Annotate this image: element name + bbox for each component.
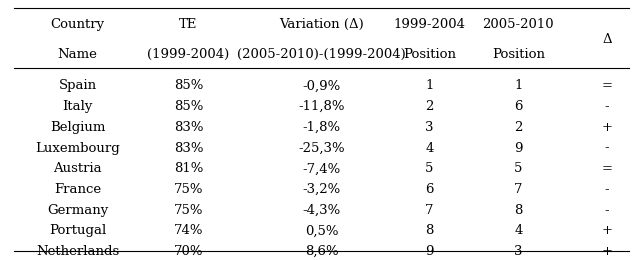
Text: Position: Position (403, 48, 456, 61)
Text: -: - (605, 100, 610, 113)
Text: 7: 7 (514, 183, 522, 196)
Text: 74%: 74% (174, 224, 203, 237)
Text: -: - (605, 142, 610, 155)
Text: 2: 2 (514, 121, 522, 134)
Text: -7,4%: -7,4% (303, 162, 341, 175)
Text: (1999-2004): (1999-2004) (147, 48, 229, 61)
Text: Country: Country (50, 18, 104, 31)
Text: Austria: Austria (53, 162, 102, 175)
Text: 6: 6 (514, 100, 522, 113)
Text: 75%: 75% (174, 183, 203, 196)
Text: 0,5%: 0,5% (305, 224, 338, 237)
Text: 4: 4 (426, 142, 434, 155)
Text: 3: 3 (514, 245, 522, 258)
Text: Portugal: Portugal (49, 224, 106, 237)
Text: -1,8%: -1,8% (303, 121, 341, 134)
Text: +: + (601, 224, 613, 237)
Text: -25,3%: -25,3% (298, 142, 345, 155)
Text: France: France (54, 183, 101, 196)
Text: Spain: Spain (59, 80, 97, 93)
Text: 2005-2010: 2005-2010 (482, 18, 554, 31)
Text: Variation (Δ): Variation (Δ) (279, 18, 364, 31)
Text: (2005-2010)-(1999-2004): (2005-2010)-(1999-2004) (238, 48, 406, 61)
Text: =: = (601, 80, 613, 93)
Text: Italy: Italy (62, 100, 92, 113)
Text: =: = (601, 162, 613, 175)
Text: -3,2%: -3,2% (303, 183, 341, 196)
Text: 6: 6 (426, 183, 434, 196)
Text: Position: Position (492, 48, 545, 61)
Text: 5: 5 (426, 162, 434, 175)
Text: -0,9%: -0,9% (303, 80, 341, 93)
Text: 1: 1 (514, 80, 522, 93)
Text: 8: 8 (426, 224, 434, 237)
Text: Name: Name (57, 48, 97, 61)
Text: Δ: Δ (602, 33, 612, 46)
Text: -: - (605, 183, 610, 196)
Text: +: + (601, 121, 613, 134)
Text: 9: 9 (514, 142, 522, 155)
Text: 83%: 83% (174, 142, 203, 155)
Text: 1999-2004: 1999-2004 (394, 18, 466, 31)
Text: 85%: 85% (174, 100, 203, 113)
Text: Luxembourg: Luxembourg (35, 142, 120, 155)
Text: 85%: 85% (174, 80, 203, 93)
Text: TE: TE (179, 18, 197, 31)
Text: 2: 2 (426, 100, 434, 113)
Text: +: + (601, 245, 613, 258)
Text: Germany: Germany (47, 204, 108, 217)
Text: 8: 8 (514, 204, 522, 217)
Text: 3: 3 (426, 121, 434, 134)
Text: 7: 7 (426, 204, 434, 217)
Text: -4,3%: -4,3% (303, 204, 341, 217)
Text: 75%: 75% (174, 204, 203, 217)
Text: 9: 9 (426, 245, 434, 258)
Text: 8,6%: 8,6% (305, 245, 338, 258)
Text: 5: 5 (514, 162, 522, 175)
Text: -11,8%: -11,8% (298, 100, 345, 113)
Text: Belgium: Belgium (50, 121, 105, 134)
Text: 70%: 70% (174, 245, 203, 258)
Text: 81%: 81% (174, 162, 203, 175)
Text: 83%: 83% (174, 121, 203, 134)
Text: -: - (605, 204, 610, 217)
Text: Netherlands: Netherlands (36, 245, 119, 258)
Text: 1: 1 (426, 80, 434, 93)
Text: 4: 4 (514, 224, 522, 237)
